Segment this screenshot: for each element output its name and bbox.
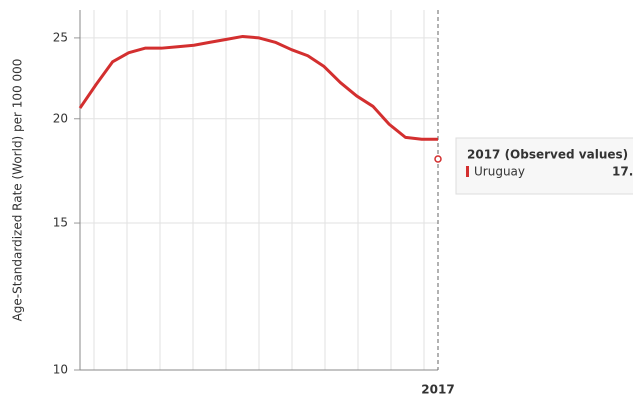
- y-tick-label: 20: [53, 111, 68, 125]
- tooltip-value: 17.9: [612, 165, 633, 179]
- tooltip-series: Uruguay: [474, 165, 525, 179]
- tooltip-swatch: [466, 166, 469, 177]
- series-line: [78, 34, 438, 141]
- y-tick-label: 15: [53, 216, 68, 230]
- observed-point: [434, 155, 442, 163]
- tooltip-box: [455, 137, 633, 195]
- x-tick-label: 2017: [421, 383, 454, 397]
- tooltip-title: 2017 (Observed values): [467, 148, 628, 162]
- tooltip: 2017 (Observed values) Uruguay 17.9: [455, 137, 633, 195]
- y-tick-label: 25: [53, 30, 68, 44]
- y-axis-label: Age-Standardized Rate (World) per 100 00…: [11, 59, 25, 322]
- y-tick-label: 10: [53, 363, 68, 377]
